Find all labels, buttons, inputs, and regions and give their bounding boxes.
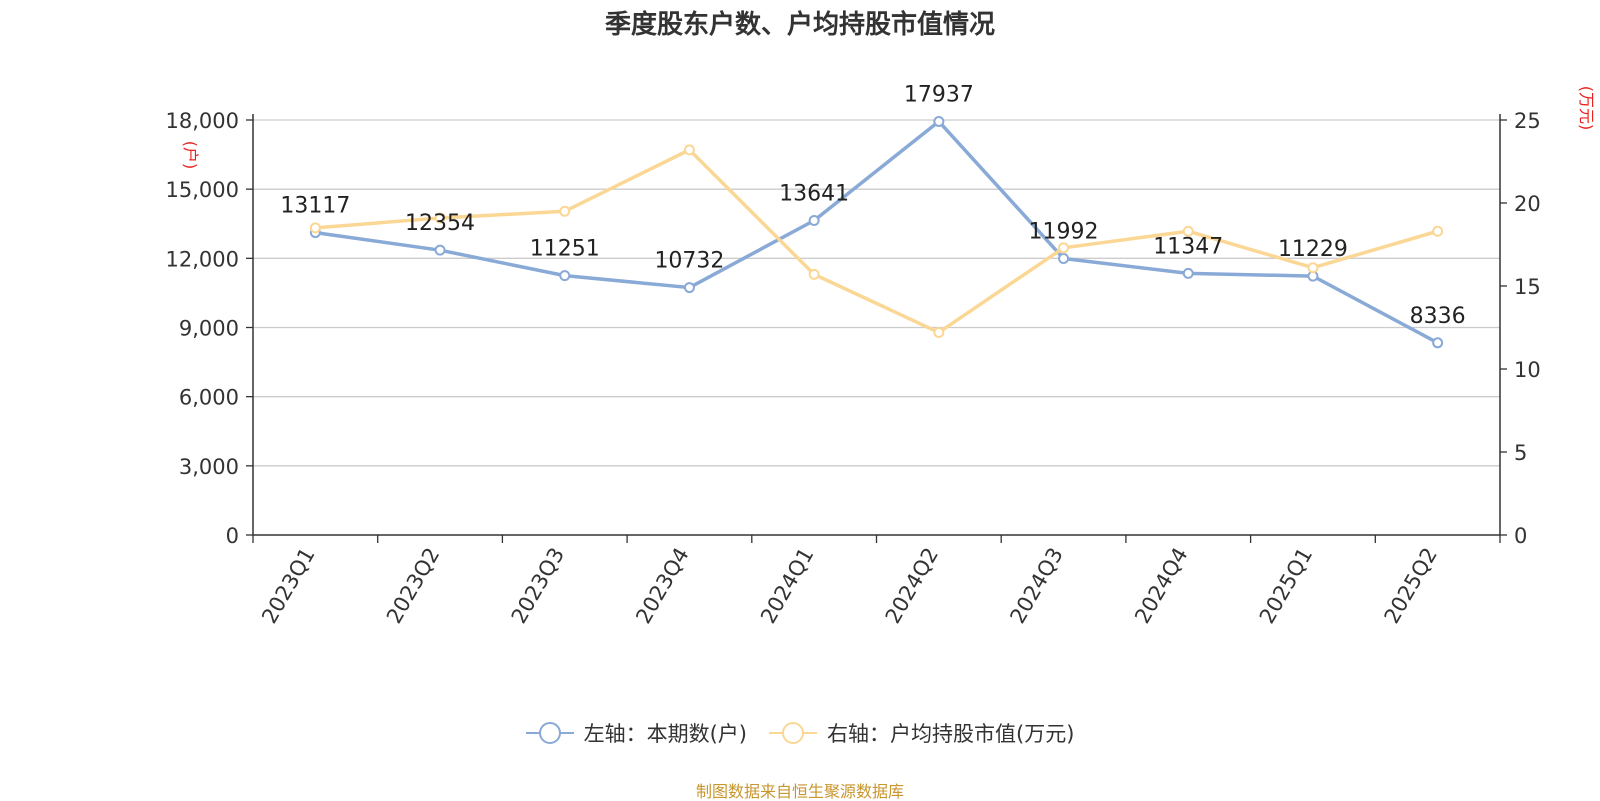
legend-item-left-series[interactable]: 左轴：本期数(户)	[525, 718, 747, 748]
legend-swatch-left-series	[525, 721, 574, 745]
x-axis-tick-label: 2024Q2	[881, 544, 943, 628]
right-series-point	[309, 222, 321, 234]
right-series-point	[808, 268, 820, 280]
legend-item-right-series[interactable]: 右轴：户均持股市值(万元)	[769, 718, 1074, 748]
x-axis-tick-label: 2023Q1	[257, 544, 319, 628]
left-series-point	[1182, 267, 1194, 279]
chart-legend: 左轴：本期数(户) 右轴：户均持股市值(万元)	[0, 718, 1600, 748]
left-series-data-label: 13117	[280, 194, 350, 219]
left-series-data-label: 11251	[530, 237, 600, 262]
x-axis-tick-label: 2025Q2	[1380, 544, 1442, 628]
x-axis-tick-label: 2023Q4	[631, 544, 693, 628]
right-series-point	[559, 205, 571, 217]
legend-swatch-right-series	[769, 721, 817, 745]
left-axis-tick-label: 12,000	[166, 247, 239, 271]
left-axis-tick-label: 18,000	[166, 109, 239, 133]
left-axis-tick-label: 15,000	[166, 178, 239, 202]
legend-label-left-series: 左轴：本期数(户)	[583, 722, 747, 746]
left-axis-unit-label: (户)	[181, 141, 200, 170]
left-series-point	[1058, 253, 1070, 265]
legend-label-right-series: 右轴：户均持股市值(万元)	[827, 722, 1075, 746]
left-series-point	[434, 244, 446, 256]
left-axis-tick-label: 0	[226, 524, 239, 548]
left-series-data-label: 8336	[1410, 304, 1466, 329]
x-axis-tick-label: 2024Q4	[1130, 544, 1192, 628]
left-series-point	[808, 214, 820, 226]
right-axis-tick-label: 15	[1514, 275, 1541, 299]
left-series-data-label: 10732	[654, 249, 724, 274]
x-axis-tick-label: 2023Q2	[382, 544, 444, 628]
right-series-line	[315, 148, 1439, 335]
right-series-point	[933, 326, 945, 338]
x-axis-tick-label: 2025Q1	[1255, 544, 1317, 628]
right-series-point	[1058, 242, 1070, 254]
right-axis-tick-label: 5	[1514, 441, 1527, 465]
left-series-line	[315, 119, 1439, 345]
right-series-point	[683, 144, 695, 156]
right-series-point	[1307, 262, 1319, 274]
right-axis-unit-label: (万元)	[1577, 86, 1596, 131]
right-axis-tick-label: 0	[1514, 524, 1527, 548]
chart-title: 季度股东户数、户均持股市值情况	[604, 10, 995, 40]
left-series-data-label: 11992	[1029, 220, 1099, 245]
left-series-data-label: 11347	[1153, 234, 1223, 259]
right-axis-tick-label: 10	[1514, 358, 1541, 382]
left-series-point	[933, 115, 945, 127]
right-axis-tick-label: 20	[1514, 192, 1541, 216]
left-axis-tick-label: 3,000	[179, 455, 239, 479]
left-series-point	[683, 282, 695, 294]
x-axis-tick-label: 2023Q3	[507, 544, 569, 628]
left-series-data-label: 12354	[405, 211, 475, 236]
right-series-point	[434, 212, 446, 224]
left-axis-tick-label: 6,000	[179, 386, 239, 410]
left-series-data-label: 13641	[779, 181, 849, 206]
right-axis-tick-label: 25	[1514, 109, 1541, 133]
left-series-data-label: 11229	[1278, 237, 1348, 262]
left-axis-tick-label: 9,000	[179, 317, 239, 341]
right-series-point	[1182, 225, 1194, 237]
left-series-point	[1432, 337, 1444, 349]
x-axis-tick-label: 2024Q1	[756, 544, 818, 628]
x-axis-tick-label: 2024Q3	[1005, 544, 1067, 628]
right-series-point	[1432, 225, 1444, 237]
left-series-data-label: 17937	[904, 82, 974, 107]
source-note: 制图数据来自恒生聚源数据库	[695, 782, 904, 801]
left-series-point	[559, 270, 571, 282]
